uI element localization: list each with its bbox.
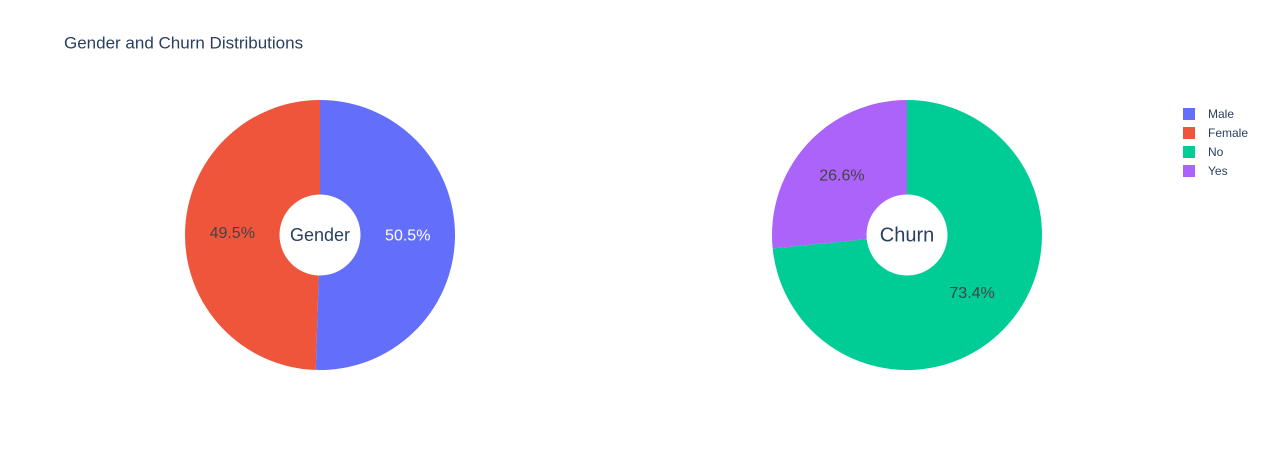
pie-slice bbox=[772, 100, 1042, 371]
pie-slice bbox=[772, 100, 907, 249]
chart-title: Gender and Churn Distributions bbox=[64, 33, 303, 52]
legend-swatch bbox=[1183, 165, 1195, 177]
slice-label: 73.4% bbox=[949, 285, 994, 302]
legend-swatch bbox=[1183, 146, 1195, 158]
legend-label: Yes bbox=[1208, 164, 1228, 178]
legend-label: No bbox=[1208, 145, 1224, 159]
legend-label: Female bbox=[1208, 126, 1248, 140]
legend-swatch bbox=[1183, 127, 1195, 139]
center-label: Gender bbox=[290, 225, 350, 245]
slice-label: 50.5% bbox=[385, 228, 430, 245]
pie-slice bbox=[185, 100, 320, 370]
center-label: Churn bbox=[880, 224, 934, 246]
pie-slice bbox=[315, 100, 456, 370]
legend-swatch bbox=[1183, 108, 1195, 120]
slice-label: 49.5% bbox=[210, 225, 255, 242]
slice-label: 26.6% bbox=[819, 167, 864, 184]
legend-label: Male bbox=[1208, 107, 1234, 121]
